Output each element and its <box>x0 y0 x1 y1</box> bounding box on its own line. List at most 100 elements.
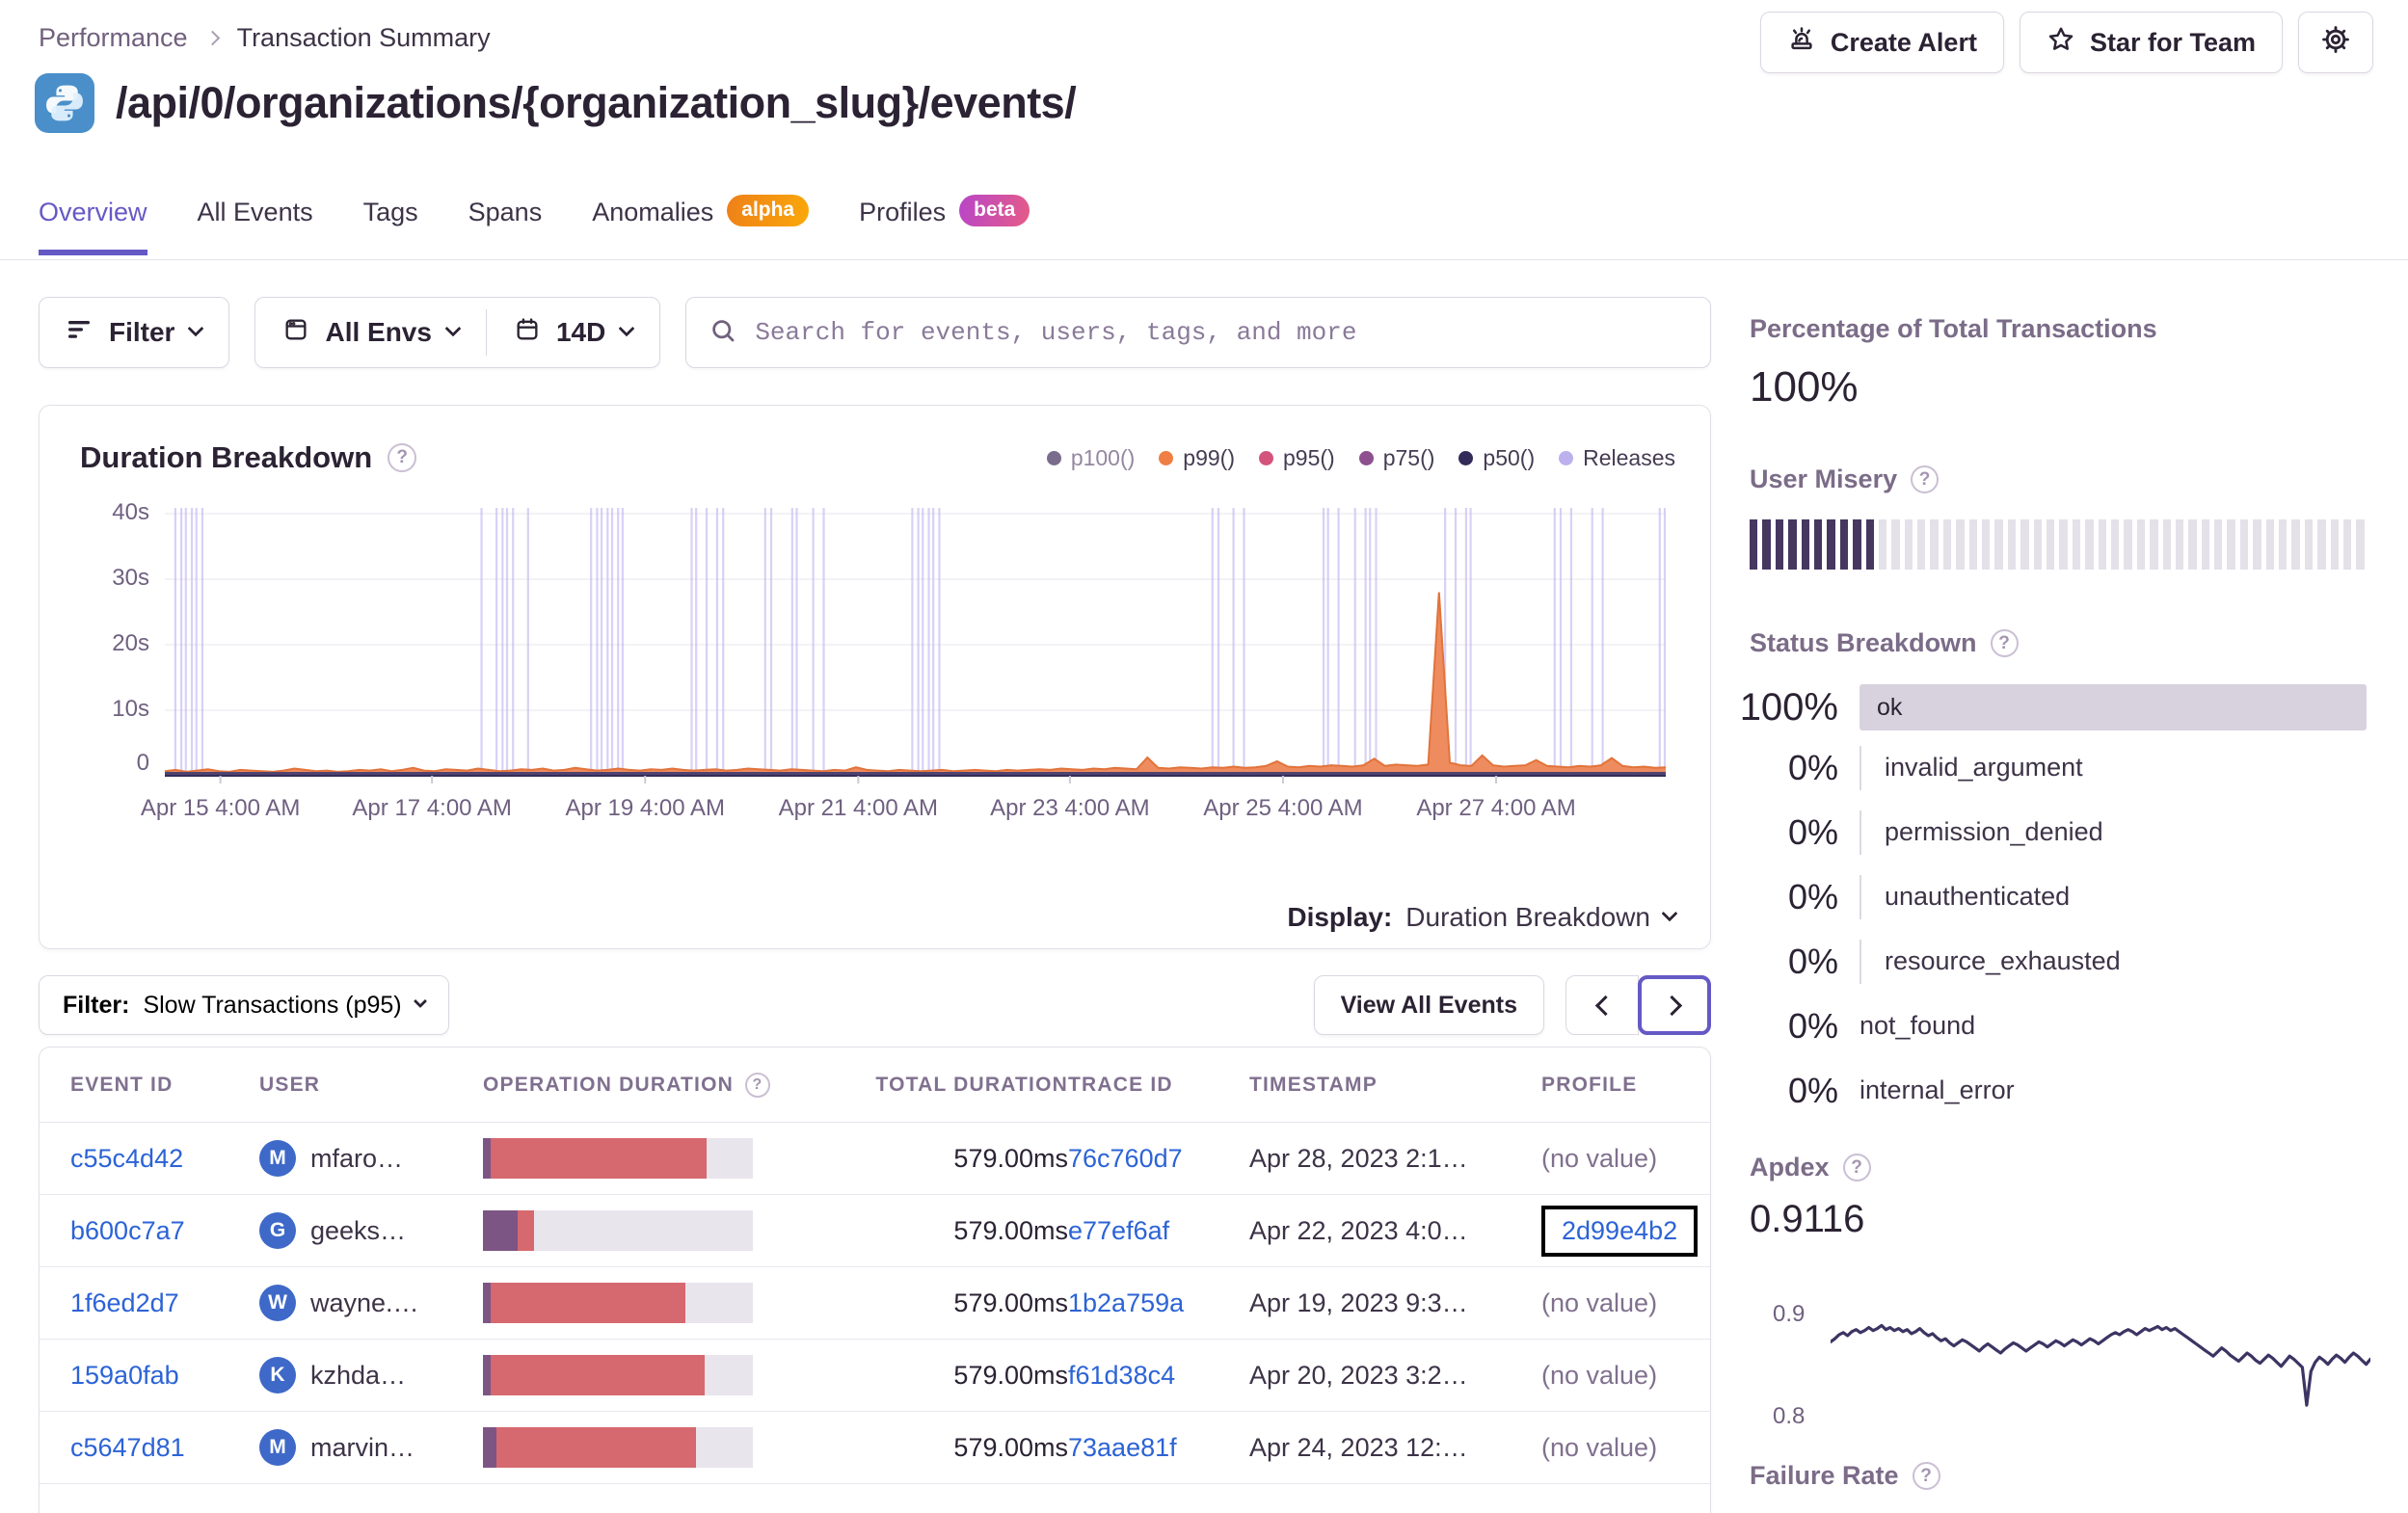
column-header-user[interactable]: USER <box>259 1074 483 1097</box>
chart-title: Duration Breakdown <box>80 440 373 474</box>
help-icon[interactable]: ? <box>744 1072 770 1098</box>
search-box[interactable] <box>685 297 1711 368</box>
environment-selector[interactable]: All Envs <box>255 298 485 367</box>
misery-tick <box>2279 519 2288 570</box>
trace-id-link[interactable]: 76c760d7 <box>1068 1143 1183 1173</box>
op-segment-red <box>496 1427 697 1468</box>
operation-duration-bar <box>483 1138 753 1179</box>
help-icon[interactable]: ? <box>1842 1154 1871 1181</box>
legend-item-p99[interactable]: p99() <box>1159 445 1235 471</box>
tab-tags[interactable]: Tags <box>363 197 418 255</box>
tab-all-events[interactable]: All Events <box>198 197 313 255</box>
profile-cell: (no value) <box>1541 1144 1681 1174</box>
chevron-down-icon <box>413 994 427 1009</box>
tab-anomalies[interactable]: Anomalies alpha <box>592 195 810 255</box>
status-label: not_found <box>1860 1011 1976 1040</box>
event-id-link[interactable]: c55c4d42 <box>70 1143 184 1173</box>
user-misery-section: User Misery ? <box>1750 465 2374 570</box>
column-header-profile[interactable]: PROFILE <box>1541 1074 1681 1097</box>
legend-item-releases[interactable]: Releases <box>1559 445 1675 471</box>
legend-item-p75[interactable]: p75() <box>1358 445 1434 471</box>
status-bar: ok <box>1860 684 2367 730</box>
event-id-cell: c55c4d42 <box>70 1144 259 1174</box>
chevron-down-icon <box>618 320 635 337</box>
trace-id-link[interactable]: 1b2a759a <box>1068 1287 1185 1317</box>
column-header-operation-duration[interactable]: OPERATION DURATION? <box>483 1072 816 1098</box>
event-id-link[interactable]: 159a0fab <box>70 1360 179 1390</box>
beta-badge: beta <box>959 195 1030 226</box>
status-row-invalid-argument: 0% invalid_argument <box>1723 735 2367 800</box>
tab-spans[interactable]: Spans <box>468 197 543 255</box>
chart-header: Duration Breakdown ? p100() p99() p95() p75… <box>40 406 1710 475</box>
trace-id-link[interactable]: 73aae81f <box>1068 1432 1177 1462</box>
column-header-trace-id[interactable]: TRACE ID <box>1068 1074 1249 1097</box>
display-dropdown[interactable]: Display: Duration Breakdown <box>1287 902 1678 933</box>
legend-dot-icon <box>1159 450 1174 465</box>
legend-label: p99() <box>1183 444 1235 470</box>
status-label: invalid_argument <box>1860 745 2367 790</box>
search-input[interactable] <box>755 318 1688 347</box>
tabs: Overview All Events Tags Spans Anomalies alph… <box>39 195 1030 255</box>
settings-button[interactable] <box>2298 12 2373 73</box>
misery-tick <box>2110 519 2120 570</box>
legend-dot-icon <box>1358 450 1374 465</box>
op-segment-purple <box>483 1283 492 1323</box>
column-header-event-id[interactable]: EVENT ID <box>70 1074 259 1097</box>
trace-id-link[interactable]: e77ef6af <box>1068 1215 1170 1245</box>
misery-tick <box>2188 519 2197 570</box>
trace-id-cell: e77ef6af <box>1068 1216 1249 1246</box>
help-icon[interactable]: ? <box>388 443 417 472</box>
transactions-filter-dropdown[interactable]: Filter: Slow Transactions (p95) <box>39 975 449 1035</box>
profile-link[interactable]: 2d99e4b2 <box>1562 1215 1678 1245</box>
chevron-left-icon <box>1594 995 1616 1016</box>
legend-label: Releases <box>1583 444 1675 470</box>
create-alert-label: Create Alert <box>1830 27 1977 57</box>
previous-page-button[interactable] <box>1565 975 1639 1035</box>
misery-tick <box>1788 519 1797 570</box>
event-id-link[interactable]: b600c7a7 <box>70 1215 185 1245</box>
trace-id-link[interactable]: f61d38c4 <box>1068 1360 1176 1390</box>
breadcrumb-performance[interactable]: Performance <box>39 23 188 52</box>
status-label: resource_exhausted <box>1860 939 2367 984</box>
status-label: unauthenticated <box>1860 874 2367 919</box>
misery-tick <box>2098 519 2106 570</box>
next-page-button[interactable] <box>1638 975 1711 1035</box>
event-id-cell: b600c7a7 <box>70 1216 259 1246</box>
event-id-link[interactable]: 1f6ed2d7 <box>70 1287 179 1317</box>
alpha-badge: alpha <box>727 195 810 226</box>
x-tick-label: Apr 15 4:00 AM <box>140 795 301 821</box>
misery-tick <box>1750 519 1758 570</box>
column-header-total-duration[interactable]: TOTAL DURATION <box>816 1074 1068 1097</box>
event-id-link[interactable]: c5647d81 <box>70 1432 185 1462</box>
x-tick-label: Apr 17 4:00 AM <box>352 795 512 821</box>
tab-label: Anomalies <box>592 198 714 226</box>
filter-button[interactable]: Filter <box>39 297 230 368</box>
tab-overview[interactable]: Overview <box>39 197 147 255</box>
trace-id-cell: f61d38c4 <box>1068 1361 1249 1391</box>
legend-item-p95[interactable]: p95() <box>1259 445 1335 471</box>
help-icon[interactable]: ? <box>1911 465 1940 493</box>
help-icon[interactable]: ? <box>1990 629 2019 657</box>
env-date-group: All Envs 14D <box>254 297 661 368</box>
x-tick-label: Apr 21 4:00 AM <box>778 795 939 821</box>
legend-item-p50[interactable]: p50() <box>1458 445 1535 471</box>
events-toolbar-right: View All Events <box>1313 975 1711 1035</box>
apdex-tick-08: 0.8 <box>1773 1403 1806 1429</box>
misery-tick <box>2304 519 2314 570</box>
misery-tick <box>1930 519 1939 570</box>
star-for-team-button[interactable]: Star for Team <box>2019 12 2283 73</box>
filter-bar: Filter All Envs <box>39 297 1711 368</box>
apdex-value: 0.9116 <box>1750 1198 1865 1240</box>
help-icon[interactable]: ? <box>1912 1462 1940 1490</box>
column-header-timestamp[interactable]: TIMESTAMP <box>1249 1074 1541 1097</box>
status-breakdown-section: Status Breakdown ? 100% ok 0% invalid_argum… <box>1723 628 2367 1123</box>
calendar-icon <box>514 316 541 350</box>
legend-item-p100[interactable]: p100() <box>1046 445 1135 471</box>
tab-profiles[interactable]: Profiles beta <box>859 195 1030 255</box>
create-alert-button[interactable]: Create Alert <box>1759 12 2004 73</box>
date-range-selector[interactable]: 14D <box>487 298 659 367</box>
misery-tick <box>2046 519 2055 570</box>
view-all-events-button[interactable]: View All Events <box>1313 975 1544 1035</box>
